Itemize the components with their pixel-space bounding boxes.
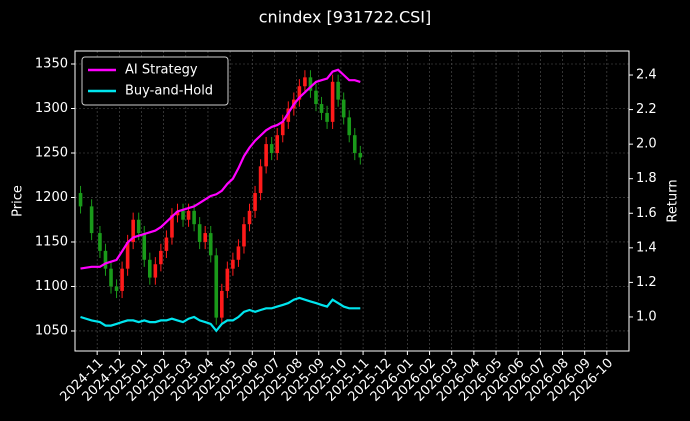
candle-body [280, 121, 285, 136]
y-tick-label: 1250 [35, 145, 68, 160]
candle-body [153, 264, 158, 278]
candle-body [336, 81, 340, 100]
candle-body [147, 259, 152, 278]
candle-body [325, 112, 329, 122]
candle-body [78, 193, 83, 207]
candle-body [275, 135, 280, 153]
candle-body [258, 166, 263, 194]
legend-label: AI Strategy [125, 63, 198, 78]
candle-body [358, 152, 363, 158]
y-tick-label: 1050 [35, 323, 68, 338]
series-line [80, 68, 361, 270]
y2-tick-label: 2.0 [636, 137, 657, 152]
candle-body [125, 241, 130, 269]
y2-tick-label: 1.6 [636, 206, 657, 221]
y-tick-label: 1150 [35, 234, 68, 249]
legend-box [81, 56, 229, 106]
candle-body [192, 210, 196, 225]
y2-tick-label: 2.2 [636, 102, 657, 117]
y2-tick-label: 1.2 [636, 275, 657, 290]
y-tick-label: 1300 [35, 101, 68, 116]
y2-tick-label: 1.4 [636, 240, 657, 255]
candle-body [269, 144, 274, 153]
candle-body [98, 233, 102, 251]
candle-body [225, 268, 230, 291]
candle-body [236, 246, 241, 260]
candle-body [164, 237, 169, 251]
y2-tick-label: 1.8 [636, 171, 657, 186]
candle-body [264, 144, 268, 167]
candle-body [297, 86, 302, 100]
y2-tick-label: 1.0 [636, 309, 657, 324]
y-tick-label: 1100 [35, 279, 68, 294]
candle-body [203, 233, 207, 242]
candle-body [120, 268, 124, 291]
y2-axis-label: Return [666, 179, 681, 222]
candle-body [181, 210, 185, 220]
candle-body [142, 233, 147, 260]
legend-label: Buy-and-Hold [125, 84, 213, 99]
candle-body [214, 255, 219, 318]
chart-title: cnindex [931722.CSI] [259, 8, 432, 27]
candle-body [341, 99, 346, 118]
y-tick-label: 1350 [35, 56, 68, 71]
candle-body [208, 233, 213, 256]
candle-body [308, 77, 313, 91]
candle-body [352, 135, 357, 153]
candle-body [286, 108, 291, 122]
candle-body [247, 210, 252, 225]
y2-tick-label: 2.4 [636, 68, 657, 83]
candle-body [131, 219, 135, 242]
candle-body [319, 104, 324, 113]
candle-body [347, 117, 352, 136]
candle-body [103, 250, 108, 269]
candle-body [109, 268, 113, 287]
candle-body [186, 210, 191, 220]
candle-body [253, 193, 257, 211]
candle-body [330, 81, 335, 122]
y-axis-label: Price [11, 185, 26, 217]
candle-body [220, 290, 224, 318]
candle-body [314, 90, 318, 105]
candle-body [175, 210, 180, 216]
plot-frame [74, 50, 630, 352]
candle-body [242, 224, 246, 247]
candle-body [170, 215, 174, 238]
candle-body [197, 224, 202, 242]
candle-body [114, 286, 119, 291]
candle-body [136, 219, 141, 234]
series-line [80, 296, 361, 333]
candle-body [231, 259, 235, 269]
candle-body [303, 77, 307, 87]
candle-body [159, 250, 163, 265]
y-tick-label: 1200 [35, 190, 68, 205]
candle-body [89, 206, 94, 234]
